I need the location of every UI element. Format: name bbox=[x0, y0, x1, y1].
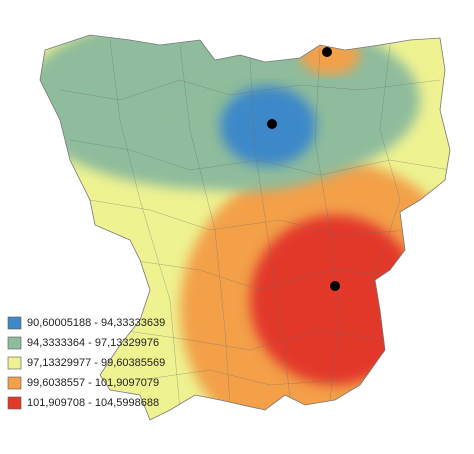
legend-swatch bbox=[7, 376, 22, 390]
legend-label: 90,60005188 - 94,33333639 bbox=[27, 317, 165, 329]
legend-label: 101,909708 - 104,5998688 bbox=[27, 397, 159, 409]
zone bbox=[250, 215, 420, 385]
legend-label: 99,6038557 - 101,9097079 bbox=[27, 377, 159, 389]
legend-label: 97,13329977 - 99,60385569 bbox=[27, 357, 165, 369]
station-point bbox=[322, 47, 332, 57]
station-point bbox=[330, 281, 340, 291]
station-point bbox=[267, 119, 277, 129]
legend-swatch bbox=[7, 316, 22, 330]
legend-swatch bbox=[7, 356, 22, 370]
legend-swatch bbox=[7, 396, 22, 410]
legend-swatch bbox=[7, 336, 22, 350]
legend-label: 94,3333364 - 97,13329976 bbox=[27, 337, 159, 349]
legend: 90,60005188 - 94,33333639 94,3333364 - 97… bbox=[7, 316, 165, 410]
district-boundaries bbox=[59, 39, 450, 411]
